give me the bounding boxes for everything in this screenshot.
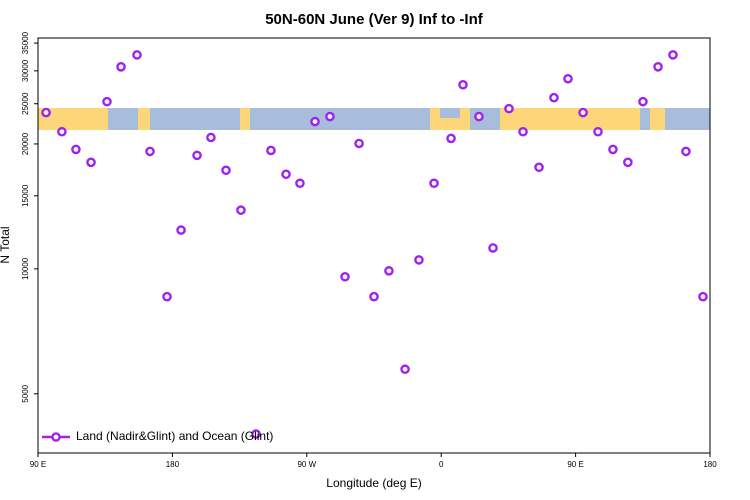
point [57, 126, 67, 137]
point [400, 364, 410, 375]
x-tick-label: 90 E [30, 460, 46, 469]
plot-frame [37, 37, 711, 454]
point [698, 291, 708, 302]
point [593, 126, 603, 137]
point [563, 73, 573, 84]
point [608, 144, 618, 155]
point [236, 205, 246, 215]
point [295, 178, 305, 189]
point [681, 146, 691, 157]
x-axis-label: Longitude (deg E) [326, 476, 421, 490]
x-tick-label: 90 E [567, 460, 583, 469]
map-strip [38, 108, 710, 130]
point [325, 111, 335, 122]
x-tick-label: 0 [439, 460, 444, 469]
y-tick-label: 10000 [21, 257, 30, 280]
point [446, 133, 456, 144]
point [369, 291, 379, 302]
point [176, 225, 186, 235]
legend-label: Land (Nadir&Glint) and Ocean (Glint) [76, 429, 273, 443]
point [116, 62, 126, 72]
point [102, 96, 112, 107]
point [145, 146, 155, 157]
point [474, 111, 484, 122]
y-tick-label: 35000 [21, 31, 30, 54]
point [578, 107, 588, 118]
point [251, 429, 261, 439]
point [414, 255, 424, 265]
point [458, 79, 468, 90]
point [162, 291, 172, 302]
point [221, 165, 231, 176]
point [638, 96, 648, 107]
point [281, 169, 291, 180]
point [549, 92, 559, 103]
point [71, 144, 81, 155]
point [534, 162, 544, 173]
point [518, 126, 528, 137]
y-tick-label: 20000 [21, 132, 30, 155]
x-tick-label: 180 [703, 460, 717, 469]
point [310, 116, 320, 127]
y-tick-label: 15000 [21, 184, 30, 207]
point [623, 157, 633, 168]
chart-title: 50N-60N June (Ver 9) Inf to -Inf [265, 11, 484, 28]
point [354, 138, 364, 149]
y-tick-label: 25000 [21, 92, 30, 115]
point [266, 145, 276, 156]
point [41, 107, 51, 118]
point [429, 178, 439, 189]
x-tick-label: 180 [166, 460, 180, 469]
y-tick-label: 5000 [21, 384, 30, 402]
point [206, 132, 216, 143]
point [86, 157, 96, 168]
point [132, 50, 142, 60]
point [504, 103, 514, 114]
point [384, 266, 394, 276]
y-tick-label: 30000 [21, 59, 30, 82]
x-tick-label: 90 W [297, 460, 316, 469]
y-axis-label: N Total [0, 226, 12, 263]
point [340, 271, 350, 282]
point [192, 150, 202, 161]
point [653, 62, 663, 72]
point [488, 243, 498, 253]
point [668, 50, 678, 60]
legend-marker [51, 432, 61, 442]
